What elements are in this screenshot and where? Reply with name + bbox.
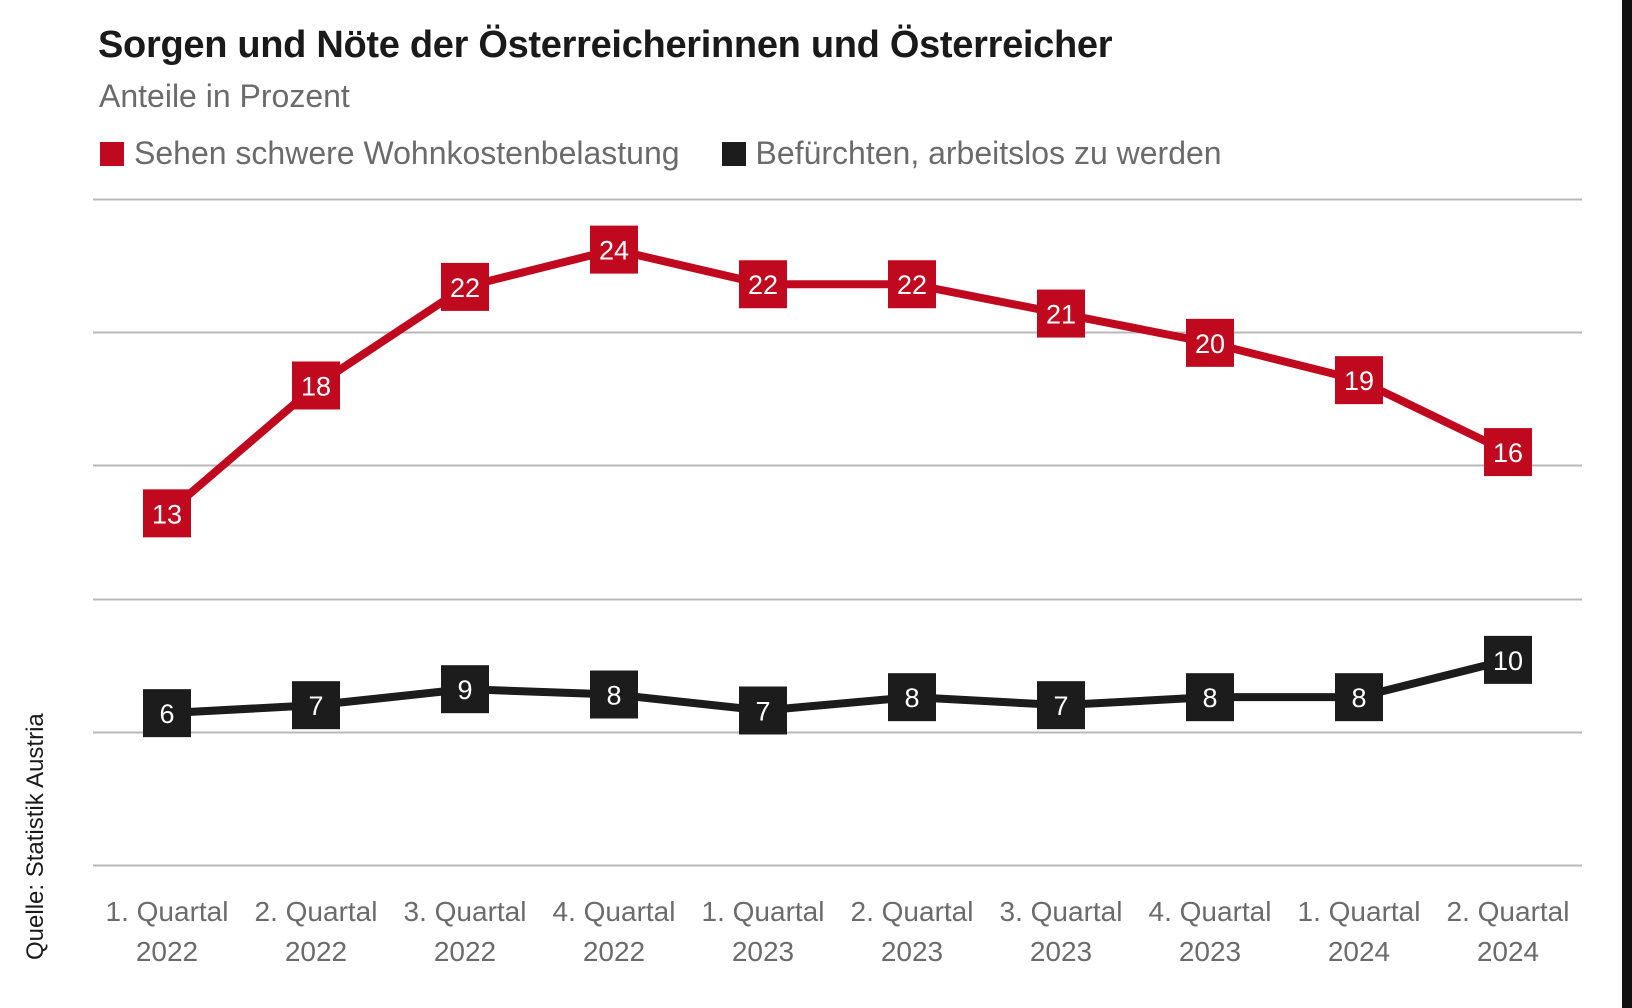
x-tick-label: 2. Quartal 2022 <box>255 896 378 967</box>
data-point: 22 <box>888 260 936 309</box>
series-line-housing-costs <box>164 245 1510 517</box>
data-label: 8 <box>606 681 621 711</box>
data-label: 6 <box>159 699 174 729</box>
x-tick-label: 2. Quartal 2023 <box>851 896 974 967</box>
data-point: 22 <box>739 260 787 309</box>
data-point-marker <box>739 686 787 735</box>
data-point: 20 <box>1186 318 1234 367</box>
data-label: 9 <box>457 675 472 705</box>
data-point: 6 <box>143 689 191 738</box>
data-point-marker <box>292 681 340 730</box>
legend-label-unemployment: Befürchten, arbeitslos zu werden <box>755 135 1222 171</box>
data-point: 7 <box>1037 681 1085 730</box>
data-label: 16 <box>1493 438 1523 468</box>
legend-swatch-black <box>721 141 746 166</box>
data-label: 8 <box>1351 683 1366 713</box>
data-label: 8 <box>904 683 919 713</box>
data-label: 22 <box>897 270 927 300</box>
data-point-marker <box>888 673 936 722</box>
data-point: 8 <box>590 670 638 719</box>
data-label: 21 <box>1046 300 1076 330</box>
data-point: 7 <box>292 681 340 730</box>
data-label: 7 <box>308 691 323 721</box>
data-point-marker <box>1037 289 1085 338</box>
data-label: 7 <box>1053 691 1068 721</box>
data-point: 18 <box>292 361 340 410</box>
data-point-marker <box>441 262 489 311</box>
data-point-marker <box>1484 428 1532 477</box>
x-tick-label: 1. Quartal 2024 <box>1298 896 1421 967</box>
data-point: 24 <box>590 225 638 274</box>
x-tick-label: 4. Quartal 2023 <box>1149 896 1272 967</box>
data-point-marker <box>1186 673 1234 722</box>
right-edge-bar <box>1622 0 1632 1008</box>
data-point-marker <box>1335 356 1383 405</box>
data-point-marker <box>739 260 787 309</box>
data-point-marker <box>1484 635 1532 684</box>
legend-swatch-red <box>100 141 124 166</box>
data-label: 7 <box>755 696 770 726</box>
data-point-marker <box>441 665 489 714</box>
data-point-marker <box>1335 673 1383 722</box>
data-point: 8 <box>1186 673 1234 722</box>
data-label: 24 <box>599 236 629 266</box>
data-point-marker <box>143 489 191 538</box>
data-label: 10 <box>1493 646 1523 676</box>
legend: Sehen schwere Wohnkostenbelastung Befürc… <box>100 135 1264 172</box>
legend-item-housing-costs: Sehen schwere Wohnkostenbelastung <box>100 135 680 172</box>
x-tick-label: 1. Quartal 2022 <box>106 896 229 967</box>
data-point-marker <box>1186 318 1234 367</box>
chart-subtitle: Anteile in Prozent <box>99 78 350 114</box>
x-tick-label: 1. Quartal 2023 <box>702 896 825 967</box>
data-point-marker <box>1037 681 1085 730</box>
data-point-marker <box>590 670 638 719</box>
data-point-marker <box>292 361 340 410</box>
x-tick-label: 3. Quartal 2022 <box>404 896 527 967</box>
data-label: 13 <box>152 499 182 529</box>
data-point: 7 <box>739 686 787 735</box>
data-point: 13 <box>143 489 191 538</box>
x-tick-label: 2. Quartal 2024 <box>1447 896 1570 967</box>
data-label: 22 <box>450 273 480 303</box>
data-label: 8 <box>1202 683 1217 713</box>
data-label: 20 <box>1195 329 1225 359</box>
legend-label-housing-costs: Sehen schwere Wohnkostenbelastung <box>134 135 680 171</box>
data-point: 8 <box>1335 673 1383 722</box>
data-label: 19 <box>1344 366 1374 396</box>
data-point-marker <box>888 260 936 309</box>
x-tick-label: 4. Quartal 2022 <box>553 896 676 967</box>
data-point: 22 <box>441 262 489 311</box>
data-point: 9 <box>441 665 489 714</box>
data-point: 19 <box>1335 356 1383 405</box>
data-point: 21 <box>1037 289 1085 338</box>
data-point: 16 <box>1484 428 1532 477</box>
data-label: 18 <box>301 371 331 401</box>
series-line-unemployment <box>166 655 1509 718</box>
data-point: 10 <box>1484 635 1532 684</box>
legend-item-unemployment: Befürchten, arbeitslos zu werden <box>721 135 1222 172</box>
data-point-marker <box>143 689 191 738</box>
data-point: 8 <box>888 673 936 722</box>
data-label: 22 <box>748 270 778 300</box>
data-point-marker <box>590 225 638 274</box>
chart-title: Sorgen und Nöte der Österreicherinnen un… <box>98 24 1113 66</box>
x-tick-label: 3. Quartal 2023 <box>1000 896 1123 967</box>
